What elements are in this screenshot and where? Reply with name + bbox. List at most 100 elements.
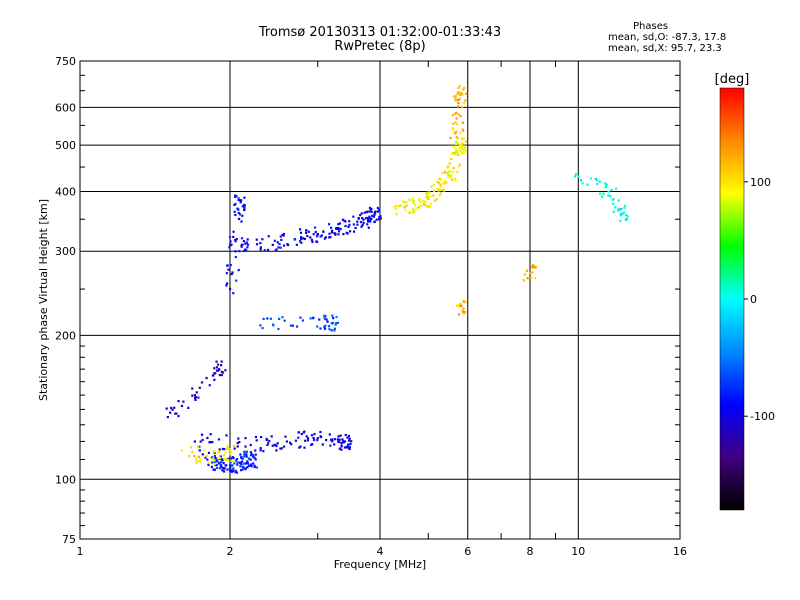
data-point xyxy=(306,437,310,440)
data-point xyxy=(235,195,238,198)
data-point xyxy=(447,176,450,179)
data-point xyxy=(218,450,221,453)
data-point xyxy=(394,207,397,211)
data-point xyxy=(217,363,220,366)
data-point xyxy=(458,163,462,166)
data-point xyxy=(449,136,452,140)
data-point xyxy=(370,210,373,214)
data-point xyxy=(444,180,447,183)
data-point xyxy=(240,469,243,472)
data-point xyxy=(226,264,229,267)
data-point xyxy=(376,206,379,210)
data-point xyxy=(223,447,226,451)
data-point xyxy=(452,122,455,125)
data-point xyxy=(369,217,372,220)
data-point xyxy=(239,465,242,468)
data-point xyxy=(336,321,339,325)
data-point xyxy=(604,185,608,189)
data-point xyxy=(219,464,223,467)
data-point xyxy=(438,194,441,197)
y-tick-label: 600 xyxy=(55,101,76,114)
data-point xyxy=(241,465,245,468)
data-point xyxy=(300,432,303,436)
data-point xyxy=(323,327,327,330)
data-point xyxy=(276,241,279,244)
data-point xyxy=(450,152,453,156)
data-point xyxy=(295,325,299,328)
data-point xyxy=(460,304,463,307)
phase-stats-x: mean, sd,X: 95.7, 23.3 xyxy=(608,43,722,54)
data-point xyxy=(619,219,622,223)
data-point xyxy=(531,271,534,274)
data-point xyxy=(275,248,278,251)
data-point xyxy=(252,462,255,465)
data-point xyxy=(337,440,341,444)
data-point xyxy=(316,436,319,440)
data-point xyxy=(379,217,382,220)
y-tick-label: 200 xyxy=(55,329,76,342)
data-point xyxy=(360,225,363,228)
data-point xyxy=(586,183,589,186)
data-point xyxy=(203,455,206,458)
data-point xyxy=(459,144,462,147)
data-point xyxy=(371,214,374,217)
data-point xyxy=(446,171,449,174)
data-point xyxy=(464,145,467,148)
data-point xyxy=(452,151,455,154)
data-point xyxy=(259,449,262,452)
data-point xyxy=(249,443,252,447)
data-point xyxy=(429,195,432,198)
data-point xyxy=(580,179,583,182)
data-point xyxy=(238,250,241,253)
data-point xyxy=(620,212,623,215)
phase-stats-o: mean, sd,O: -87.3, 17.8 xyxy=(608,32,727,43)
data-point xyxy=(243,206,246,210)
data-point xyxy=(532,266,536,269)
data-point xyxy=(211,440,214,444)
data-point xyxy=(461,128,464,131)
data-point xyxy=(457,102,460,105)
x-tick-label: 10 xyxy=(571,545,585,558)
data-point xyxy=(316,438,319,442)
data-point xyxy=(206,436,209,440)
data-point xyxy=(305,231,308,235)
data-point xyxy=(337,223,340,226)
data-point xyxy=(464,140,468,143)
data-point xyxy=(375,218,378,221)
data-point xyxy=(254,453,257,456)
data-point xyxy=(218,373,221,377)
data-point xyxy=(365,211,368,214)
data-point xyxy=(363,211,366,214)
data-point xyxy=(269,317,272,320)
data-point xyxy=(457,165,460,168)
data-point xyxy=(215,360,218,363)
data-point xyxy=(236,207,239,210)
data-point xyxy=(291,324,294,327)
data-point xyxy=(173,406,176,409)
data-point xyxy=(525,269,529,272)
data-point xyxy=(213,367,216,370)
data-point xyxy=(254,449,257,452)
data-point xyxy=(412,207,415,211)
data-point xyxy=(217,462,221,465)
data-point xyxy=(237,437,240,440)
data-point xyxy=(453,145,456,149)
data-point xyxy=(403,206,406,209)
data-point xyxy=(272,324,275,327)
data-point xyxy=(411,197,415,200)
data-point xyxy=(234,194,237,197)
data-point xyxy=(229,464,232,467)
data-point xyxy=(461,148,464,151)
data-point xyxy=(236,441,239,445)
data-point xyxy=(211,374,215,377)
data-point xyxy=(461,150,464,153)
chart-title: Tromsø 20130313 01:32:00-01:33:43 xyxy=(258,25,502,40)
data-point xyxy=(294,439,297,442)
data-point xyxy=(299,316,302,319)
data-point xyxy=(357,217,360,220)
data-point xyxy=(297,431,300,434)
data-point xyxy=(213,378,216,381)
data-point xyxy=(450,157,453,161)
data-point xyxy=(245,450,248,453)
data-point xyxy=(171,408,174,411)
